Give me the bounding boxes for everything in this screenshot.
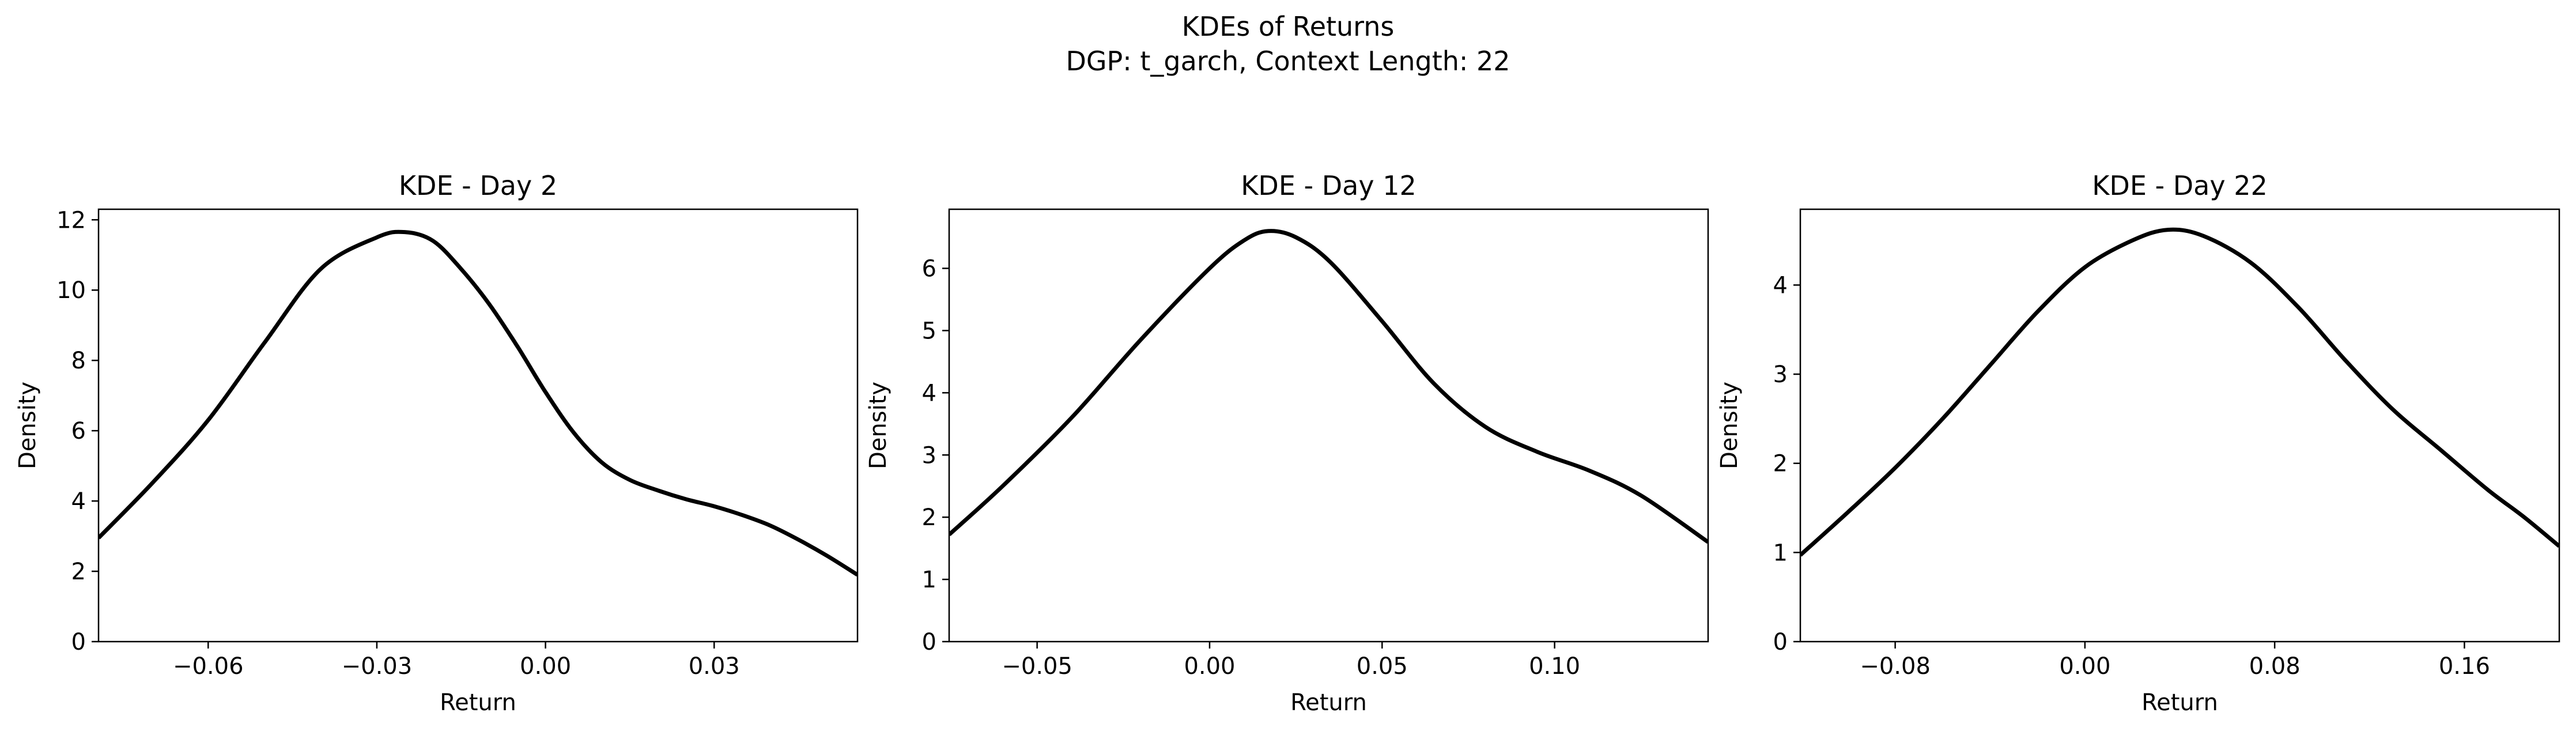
subplot-title: KDE - Day 12 — [1241, 170, 1416, 201]
subplot-title: KDE - Day 22 — [2092, 170, 2267, 201]
axes-frame — [97, 208, 859, 643]
y-tick-label: 0 — [922, 629, 936, 655]
axes-frame — [1799, 208, 2560, 643]
y-tick-label: 0 — [1773, 629, 1788, 655]
y-tick-label: 4 — [71, 488, 86, 515]
y-tick-label: 4 — [1773, 272, 1788, 299]
y-tick-label: 1 — [1773, 540, 1788, 566]
subplot-day-12: KDE - Day 12 −0.05 0.00 0.05 0.10 0 1 2 3 4 5 6 Retu… — [865, 170, 1709, 716]
kde-curve — [99, 229, 858, 577]
x-axis-label: Return — [2141, 689, 2218, 716]
y-axis-label: Density — [14, 382, 41, 469]
y-tick-label: 2 — [922, 504, 936, 531]
x-tick-label: 0.00 — [2059, 653, 2110, 680]
y-axis-label: Density — [1716, 382, 1743, 469]
y-tick-label: 3 — [922, 442, 936, 469]
y-tick-label: 6 — [71, 418, 86, 444]
x-tick-label: 0.16 — [2439, 653, 2490, 680]
y-tick-label: 2 — [71, 559, 86, 585]
x-tick-label: 0.08 — [2249, 653, 2301, 680]
x-axis-label: Return — [1290, 689, 1367, 716]
figure-title: KDEs of Returns — [1182, 11, 1395, 42]
subplot-day-22: KDE - Day 22 −0.08 0.00 0.08 0.16 0 1 2 3 4 Return… — [1716, 170, 2560, 716]
kde-curve — [1800, 227, 2559, 557]
x-tick-label: −0.03 — [342, 653, 413, 680]
x-tick-label: 0.00 — [520, 653, 571, 680]
x-tick-label: −0.06 — [173, 653, 244, 680]
axes-frame — [948, 208, 1709, 643]
y-tick-label: 5 — [922, 318, 936, 344]
x-tick-label: 0.03 — [689, 653, 740, 680]
y-tick-label: 12 — [56, 207, 86, 233]
y-tick-label: 2 — [1773, 451, 1788, 477]
subplot-title: KDE - Day 2 — [399, 170, 557, 201]
x-tick-label: 0.10 — [1529, 653, 1580, 680]
y-tick-label: 1 — [922, 567, 936, 593]
figure-subtitle: DGP: t_garch, Context Length: 22 — [1066, 46, 1510, 77]
y-axis-label: Density — [865, 382, 892, 469]
y-tick-label: 0 — [71, 629, 86, 655]
x-tick-label: −0.05 — [1002, 653, 1072, 680]
x-tick-label: 0.05 — [1357, 653, 1408, 680]
kde-curve — [949, 229, 1708, 544]
subplot-day-2: KDE - Day 2 −0.06 −0.03 0.00 0.03 0 2 4 6 8 10 12 Re… — [14, 170, 859, 716]
y-tick-label: 3 — [1773, 361, 1788, 388]
y-tick-label: 10 — [56, 277, 86, 304]
x-tick-label: −0.08 — [1860, 653, 1931, 680]
y-tick-label: 4 — [922, 380, 936, 406]
y-tick-label: 8 — [71, 348, 86, 374]
x-tick-label: 0.00 — [1184, 653, 1235, 680]
x-axis-label: Return — [440, 689, 516, 716]
y-tick-label: 6 — [922, 256, 936, 282]
